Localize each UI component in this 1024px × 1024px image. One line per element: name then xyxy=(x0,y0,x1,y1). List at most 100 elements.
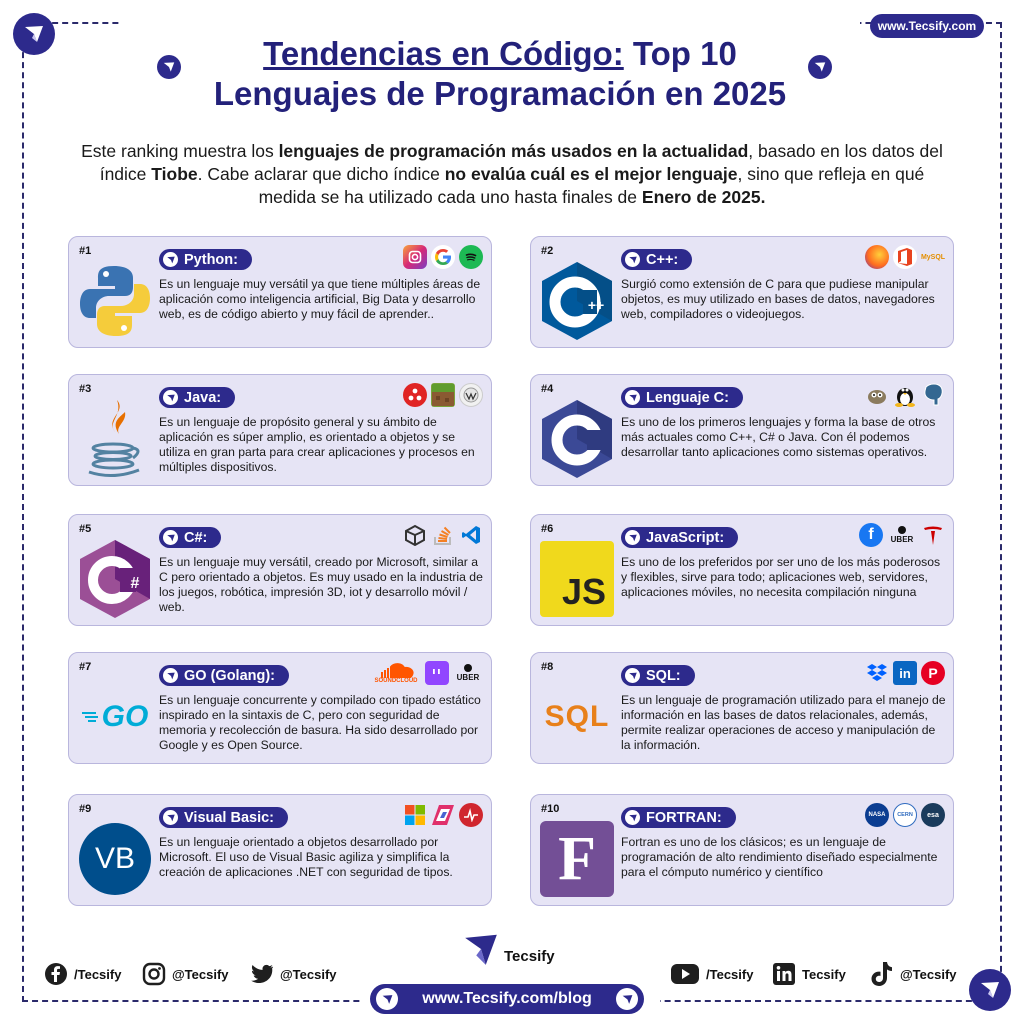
social-label: @Tecsify xyxy=(172,966,229,982)
rank-label: #6 xyxy=(541,523,554,535)
language-card-c: #4 Lenguaje C: Es uno de los primeros le… xyxy=(530,374,954,486)
user-logos xyxy=(403,245,483,269)
intro-bold: Enero de 2025. xyxy=(641,187,766,207)
dropbox-icon xyxy=(865,661,889,685)
language-name-pill: FORTRAN: xyxy=(621,807,736,828)
language-description: Es un lenguaje orientado a objetos desar… xyxy=(159,835,453,879)
language-name-pill: Java: xyxy=(159,387,236,408)
rank-label: #4 xyxy=(541,383,554,395)
tecsify-corner-logo-icon xyxy=(969,969,1011,1011)
brand-name: Tecsify xyxy=(504,947,555,965)
language-card-visual-basic: #9 VB Visual Basic: Es un lenguaje orien… xyxy=(68,794,492,906)
user-logos: MySQL xyxy=(865,245,945,269)
gimp-icon xyxy=(865,383,889,407)
user-logos: f UBER xyxy=(859,523,945,547)
social-label: Tecsify xyxy=(802,966,846,982)
title-part2: Top 10 xyxy=(623,35,737,72)
tecsify-corner-logo-icon xyxy=(13,13,55,55)
language-description: Es uno de los primeros lenguajes y forma… xyxy=(621,415,936,459)
language-name: Python: xyxy=(184,251,238,268)
svg-text:#: # xyxy=(131,575,140,592)
cpp-logo-icon: ++ xyxy=(537,259,617,343)
tecsify-dot-icon xyxy=(625,530,640,545)
language-name-pill: JavaScript: xyxy=(621,527,739,548)
rank-label: #3 xyxy=(79,383,92,395)
site-url-badge[interactable]: www.Tecsify.com xyxy=(870,14,984,38)
language-card-csharp: #5 # C#: Es un lenguaje muy versátil, cr… xyxy=(68,514,492,626)
language-name-pill: Lenguaje C: xyxy=(621,387,743,408)
language-name: FORTRAN: xyxy=(646,809,722,826)
cern-icon: CERN xyxy=(893,803,917,827)
mysql-text: MySQL xyxy=(920,253,946,261)
intro-text: , basado en los datos del índice xyxy=(99,141,943,184)
instagram-icon xyxy=(142,962,166,986)
tecsify-dot-icon xyxy=(163,390,178,405)
js-text: JS xyxy=(561,571,606,612)
language-card-python: #1 Python: Es un lenguaje muy versátil y… xyxy=(68,236,492,348)
user-logos: NASA CERN esa xyxy=(865,803,945,827)
language-description: Es un lenguaje muy versátil ya que tiene… xyxy=(159,277,481,321)
social-youtube[interactable]: /Tecsify xyxy=(670,962,753,986)
language-name-pill: GO (Golang): xyxy=(159,665,290,686)
rank-label: #10 xyxy=(541,803,560,815)
tesla-icon xyxy=(921,523,945,547)
go-text: GO xyxy=(101,700,149,733)
rank-label: #2 xyxy=(541,245,554,257)
social-twitter[interactable]: @Tecsify xyxy=(250,962,337,986)
esa-text: esa xyxy=(927,811,939,819)
title-line2: Lenguajes de Programación en 2025 xyxy=(213,75,787,112)
tecsify-dot-icon xyxy=(163,810,178,825)
facebook-icon: f xyxy=(859,523,883,547)
social-linkedin[interactable]: Tecsify xyxy=(772,962,846,986)
language-card-javascript: #6 JS JavaScript: f UBER Es uno de los p… xyxy=(530,514,954,626)
social-facebook[interactable]: /Tecsify xyxy=(44,962,121,986)
office-icon xyxy=(893,245,917,269)
svg-text:++: ++ xyxy=(588,297,604,313)
postgresql-icon xyxy=(921,383,945,407)
rank-label: #1 xyxy=(79,245,92,257)
pulse-icon xyxy=(459,803,483,827)
firefox-icon xyxy=(865,245,889,269)
nasa-icon: NASA xyxy=(865,803,889,827)
soundcloud-icon: SOUNDCLOUD xyxy=(371,661,421,685)
language-description: Surgió como extensión de C para que pudi… xyxy=(621,277,935,321)
vb-text: VB xyxy=(94,842,136,875)
c-logo-icon xyxy=(537,397,617,481)
uber-text: UBER xyxy=(456,673,480,682)
social-tiktok[interactable]: @Tecsify xyxy=(870,962,957,986)
language-card-go: #7 GO GO (Golang): SOUNDCLOUD UBER Es un… xyxy=(68,652,492,764)
visual-basic-logo-icon: VB xyxy=(75,817,155,901)
social-label: /Tecsify xyxy=(74,966,122,982)
language-name: Visual Basic: xyxy=(184,809,275,826)
twitch-icon xyxy=(425,661,449,685)
language-name: Java: xyxy=(184,389,222,406)
rank-label: #7 xyxy=(79,661,92,673)
language-description: Es un lenguaje de programación utilizado… xyxy=(621,693,946,752)
user-logos xyxy=(403,803,483,827)
footer-url-button[interactable]: www.Tecsify.com/blog xyxy=(370,984,644,1014)
language-name-pill: Visual Basic: xyxy=(159,807,289,828)
language-name-pill: SQL: xyxy=(621,665,695,686)
language-card-java: #3 Java: Es un lenguaje de propósito gen… xyxy=(68,374,492,486)
tecsify-dot-icon xyxy=(163,530,178,545)
go-logo-icon: GO xyxy=(75,675,155,759)
fortran-text: F xyxy=(558,824,596,893)
intro-text: Este ranking muestra los xyxy=(81,141,279,161)
social-label: @Tecsify xyxy=(900,966,957,982)
tecsify-brand-icon xyxy=(465,934,497,965)
footer-url-text: www.Tecsify.com/blog xyxy=(422,990,592,1007)
user-logos: SOUNDCLOUD UBER xyxy=(371,661,483,685)
microsoft-icon xyxy=(403,803,427,827)
title-part1: Tendencias en Código: xyxy=(263,35,624,72)
google-icon xyxy=(431,245,455,269)
python-logo-icon xyxy=(75,259,155,343)
intro-bold: lenguajes de programación más usados en … xyxy=(278,141,749,161)
frame-gap-top xyxy=(120,14,860,68)
sql-logo-icon: SQL xyxy=(537,675,617,759)
facebook-icon xyxy=(44,962,68,986)
page-title: Tendencias en Código: Top 10 Lenguajes d… xyxy=(130,34,870,114)
go-wordmark: GO xyxy=(81,700,149,734)
tiktok-icon xyxy=(870,962,894,986)
social-instagram[interactable]: @Tecsify xyxy=(142,962,229,986)
language-name: JavaScript: xyxy=(646,529,725,546)
